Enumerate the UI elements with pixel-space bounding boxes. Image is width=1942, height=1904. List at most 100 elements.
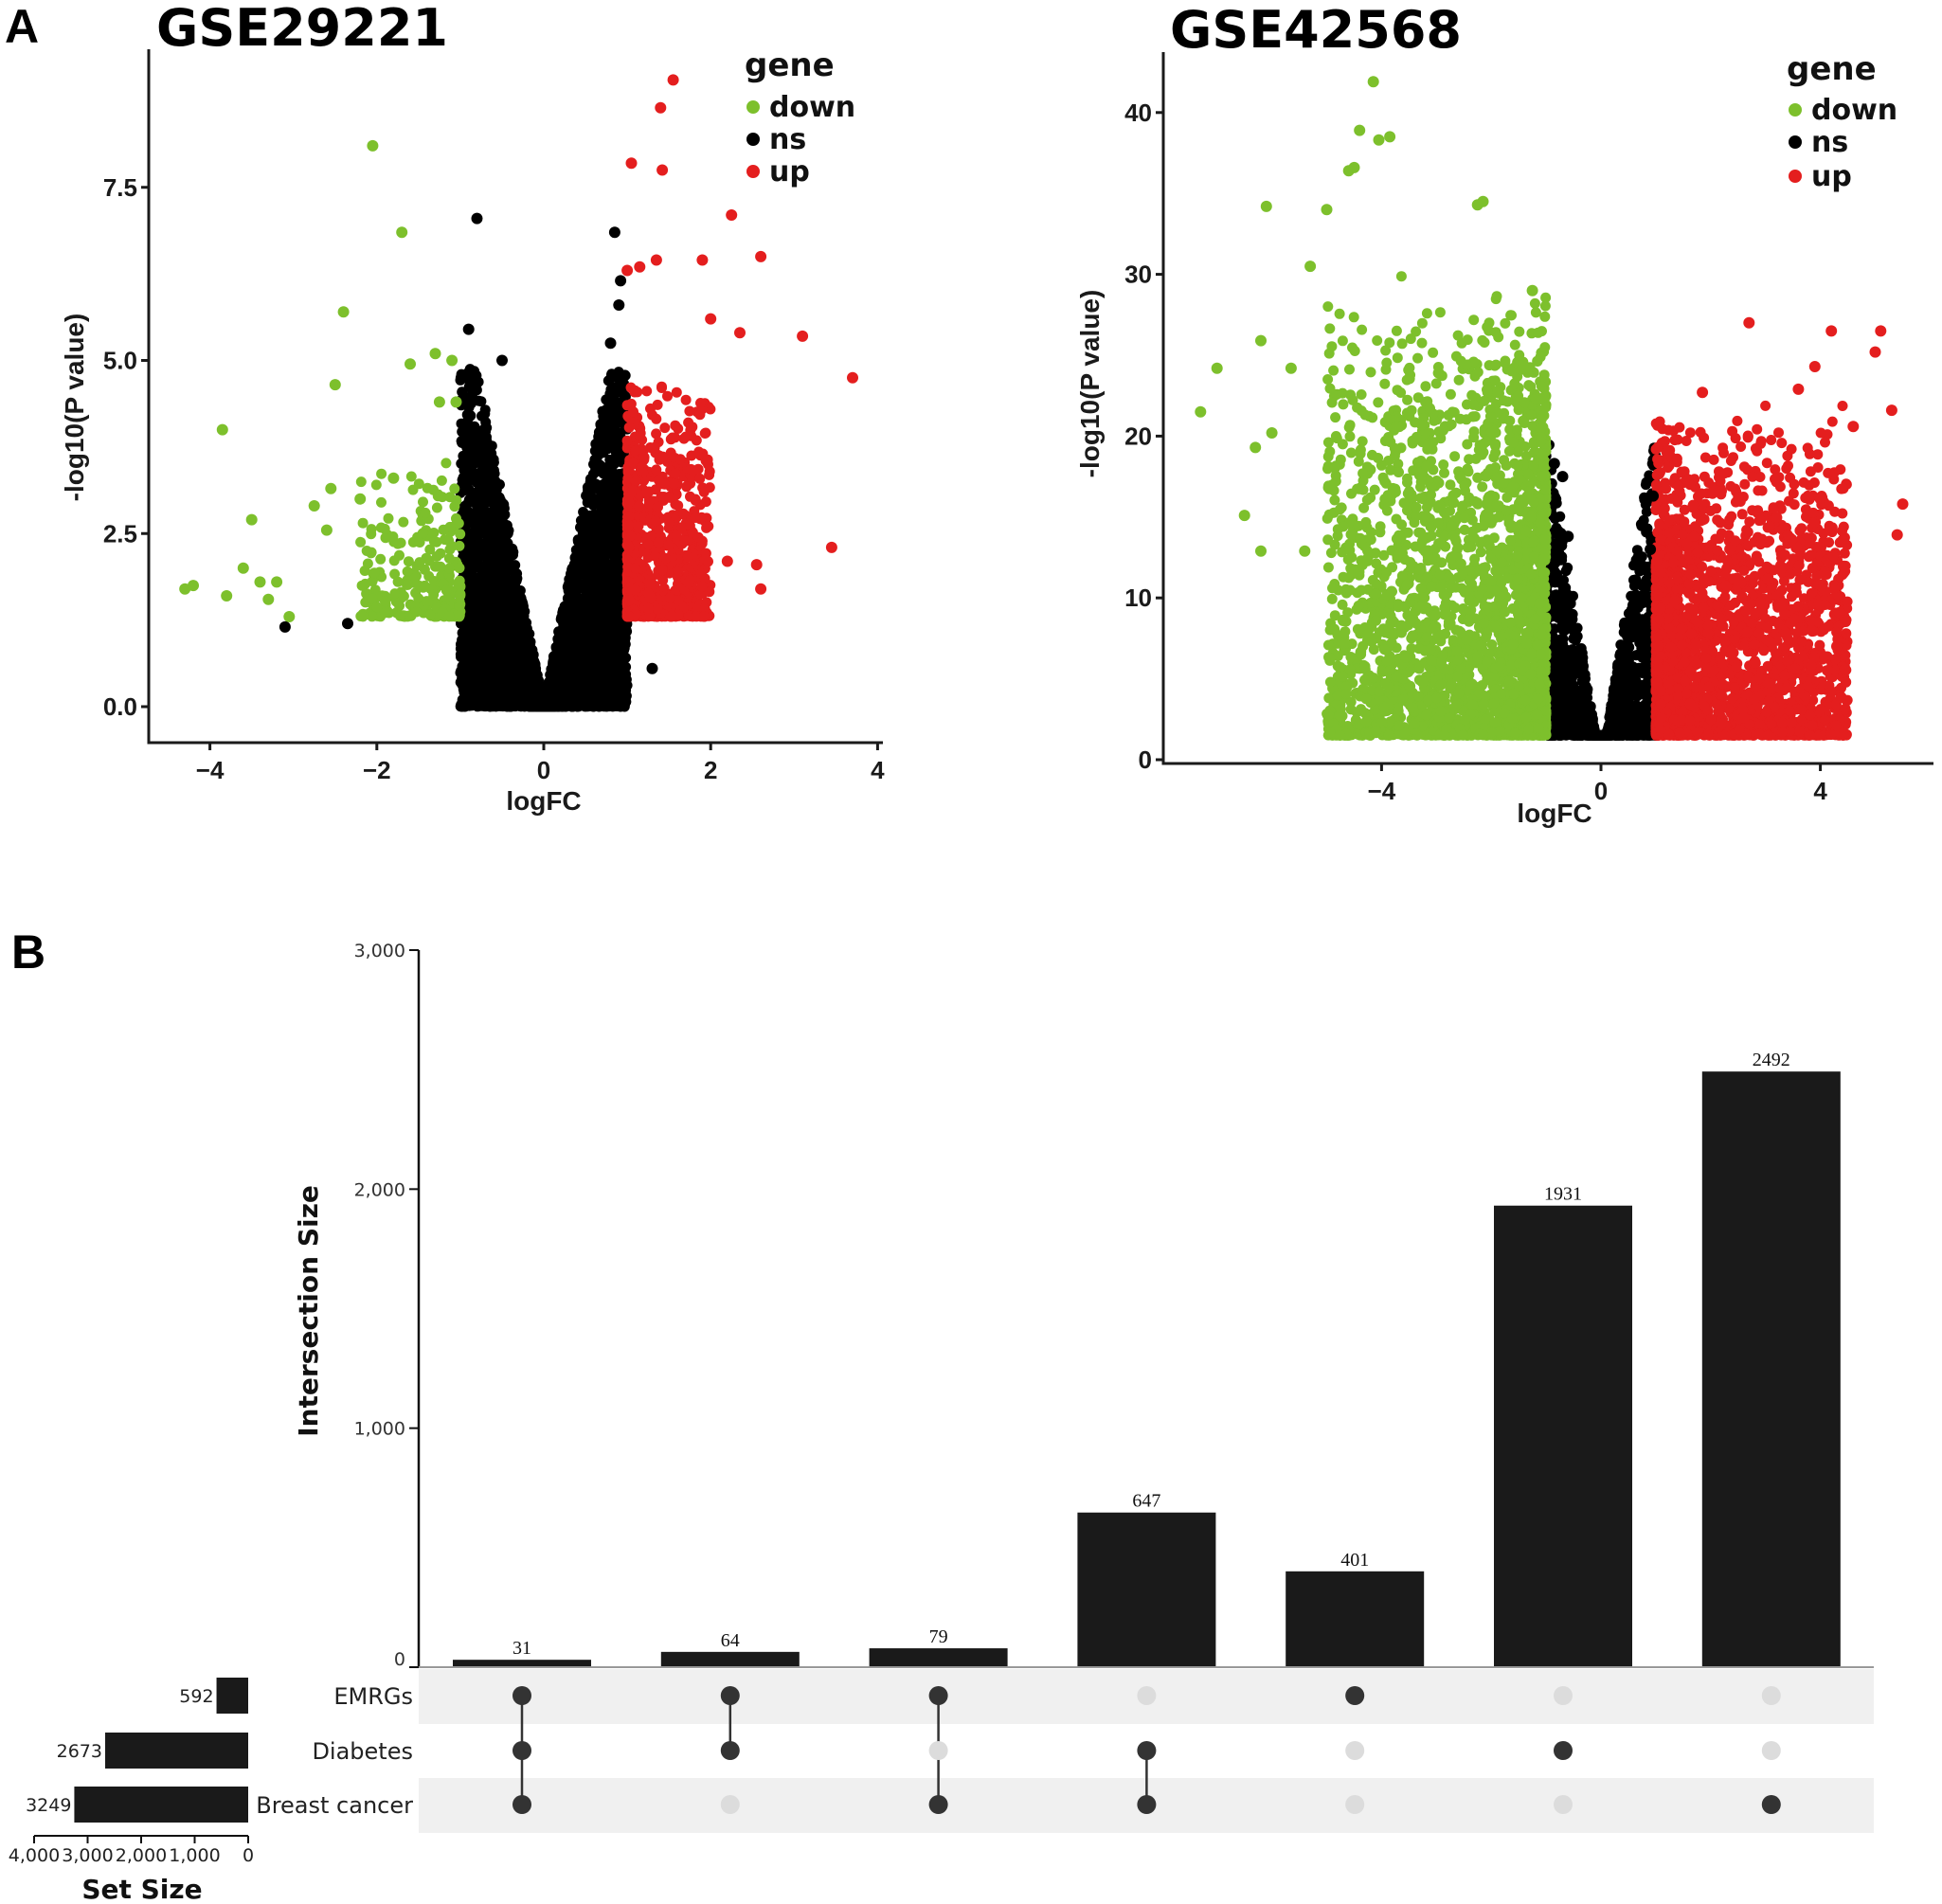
data-point-ns xyxy=(472,700,483,711)
data-point-ns xyxy=(584,631,596,642)
data-point-ns xyxy=(498,678,510,690)
data-point-ns xyxy=(459,696,470,708)
data-point-up xyxy=(657,451,669,462)
data-point-up xyxy=(656,383,667,393)
data-point-ns xyxy=(593,435,604,446)
data-point-down xyxy=(237,562,249,574)
data-point-down xyxy=(320,524,333,536)
data-point-ns xyxy=(611,477,621,489)
data-point-ns xyxy=(463,381,475,392)
data-point-ns xyxy=(456,368,467,380)
data-point-down xyxy=(355,536,367,548)
data-point-ns xyxy=(498,499,510,511)
data-point-ns xyxy=(463,396,475,407)
data-point-ns xyxy=(646,662,658,674)
data-point-up xyxy=(651,428,662,440)
data-point-down xyxy=(271,576,283,588)
data-point-ns xyxy=(489,622,500,634)
data-point-down xyxy=(369,567,380,579)
data-point-ns xyxy=(490,476,501,487)
data-point-down xyxy=(431,502,442,513)
data-point-ns xyxy=(466,440,477,452)
data-point-ns xyxy=(583,699,594,710)
data-point-ns xyxy=(487,488,498,498)
data-point-down xyxy=(245,513,258,526)
data-point-up xyxy=(630,445,641,457)
data-point-down xyxy=(443,611,455,622)
data-point-ns xyxy=(587,645,599,656)
data-point-up xyxy=(685,424,696,436)
data-point-down xyxy=(419,580,430,591)
data-point-down xyxy=(444,492,456,503)
data-point-ns xyxy=(586,512,598,524)
data-point-up xyxy=(669,478,680,490)
data-point-down xyxy=(337,306,350,318)
data-point-up xyxy=(627,457,638,468)
data-point-down xyxy=(398,516,409,528)
data-point-ns xyxy=(499,509,511,520)
data-point-down xyxy=(367,611,378,622)
data-point-ns xyxy=(608,629,619,640)
data-point-up xyxy=(671,530,682,542)
data-point-ns xyxy=(582,591,592,602)
data-point-ns xyxy=(602,478,614,490)
data-point-ns xyxy=(597,490,608,501)
data-point-up xyxy=(670,420,681,431)
data-point-down xyxy=(370,479,382,491)
data-point-ns xyxy=(560,651,571,662)
data-point-up xyxy=(702,454,713,465)
data-point-down xyxy=(283,611,296,622)
data-point-up xyxy=(638,452,650,463)
data-point-down xyxy=(455,589,465,601)
data-point-ns xyxy=(505,625,516,636)
data-point-ns xyxy=(477,605,489,617)
data-point-up xyxy=(628,406,638,418)
data-point-up xyxy=(623,519,635,530)
data-point-ns xyxy=(588,564,600,575)
data-point-ns xyxy=(466,648,477,659)
data-point-up xyxy=(694,409,706,421)
data-point-up xyxy=(621,435,633,446)
data-point-up xyxy=(629,386,640,398)
data-point-down xyxy=(216,423,228,436)
data-point-up xyxy=(642,539,654,550)
data-point-up xyxy=(696,512,708,523)
data-point-ns xyxy=(497,653,509,664)
data-point-down xyxy=(398,590,409,602)
data-point-ns xyxy=(582,659,593,671)
data-point-ns xyxy=(590,591,602,602)
data-point-up xyxy=(630,584,641,596)
data-point-ns xyxy=(500,530,512,542)
data-point-down xyxy=(354,493,367,505)
data-point-ns xyxy=(571,646,583,657)
data-point-up xyxy=(671,386,682,398)
data-point-up xyxy=(664,492,675,503)
data-point-up xyxy=(680,394,692,405)
data-point-down xyxy=(367,139,379,152)
data-point-up xyxy=(622,562,634,572)
panel-label-a: A xyxy=(5,0,39,53)
data-point-down xyxy=(357,517,369,529)
data-point-up xyxy=(623,496,635,508)
data-point-ns xyxy=(500,589,512,600)
data-point-ns xyxy=(606,389,618,400)
data-point-down xyxy=(383,512,394,524)
data-point-down xyxy=(438,524,449,535)
data-point-up xyxy=(659,478,671,490)
data-point-ns xyxy=(546,683,557,694)
data-point-down xyxy=(443,553,455,564)
data-point-ns xyxy=(533,700,544,711)
data-point-ns xyxy=(602,619,614,630)
data-point-ns xyxy=(608,226,620,239)
data-point-ns xyxy=(505,700,516,711)
data-point-ns xyxy=(564,578,575,589)
data-point-ns xyxy=(469,511,480,521)
data-point-ns xyxy=(491,700,502,711)
data-point-down xyxy=(396,226,408,239)
data-point-ns xyxy=(515,596,527,607)
data-point-ns xyxy=(602,522,613,533)
data-point-ns xyxy=(470,469,481,480)
data-point-ns xyxy=(478,500,490,512)
data-point-down xyxy=(389,588,401,600)
